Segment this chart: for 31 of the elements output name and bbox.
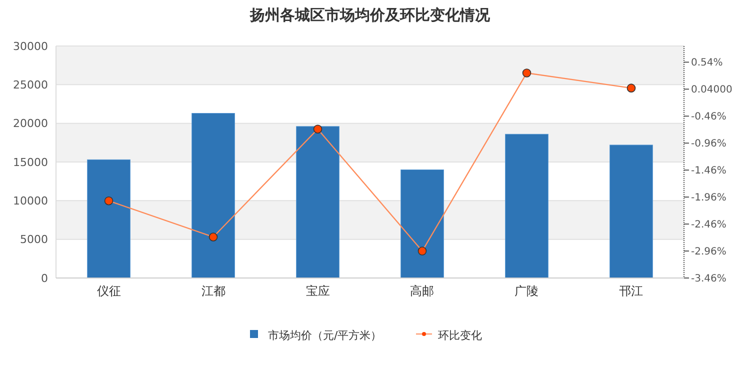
x-tick-label: 仪征 — [96, 284, 121, 298]
bar — [610, 144, 653, 278]
y2-tick-label: -0.96% — [691, 138, 726, 150]
legend-label: 市场均价（元/平方米） — [268, 328, 382, 342]
y-tick-label: 20000 — [13, 117, 48, 130]
x-tick-label: 高邮 — [410, 284, 434, 298]
y2-tick-label: 0.04000 — [691, 84, 732, 96]
y-tick-label: 30000 — [13, 40, 48, 53]
x-tick-label: 江都 — [201, 284, 226, 298]
x-tick-label: 广陵 — [514, 284, 539, 298]
legend-label: 环比变化 — [438, 328, 482, 342]
y-tick-label: 15000 — [13, 156, 48, 169]
bar — [296, 126, 340, 278]
bar — [505, 134, 548, 278]
y2-tick-label: -1.46% — [691, 166, 726, 177]
y2-tick-label: -2.96% — [691, 246, 726, 258]
y-tick-label: 10000 — [13, 194, 48, 208]
y-tick-label: 0 — [41, 272, 48, 285]
y2-tick-label: -2.46% — [691, 220, 726, 231]
bar — [87, 159, 130, 278]
x-tick-label: 宝应 — [306, 284, 330, 298]
x-tick-label: 邗江 — [619, 284, 644, 298]
y2-tick-label: -1.96% — [691, 192, 726, 204]
y2-tick-label: -3.46% — [691, 274, 726, 284]
y2-tick-label: -0.46% — [691, 112, 726, 123]
chart-title: 扬州各城区市场均价及环比变化情况 — [249, 6, 491, 24]
bar — [400, 169, 444, 278]
y-tick-label: 5000 — [20, 233, 48, 246]
bar — [192, 113, 235, 278]
y-tick-label: 25000 — [13, 78, 48, 92]
y2-tick-label: 0.54% — [691, 58, 723, 69]
